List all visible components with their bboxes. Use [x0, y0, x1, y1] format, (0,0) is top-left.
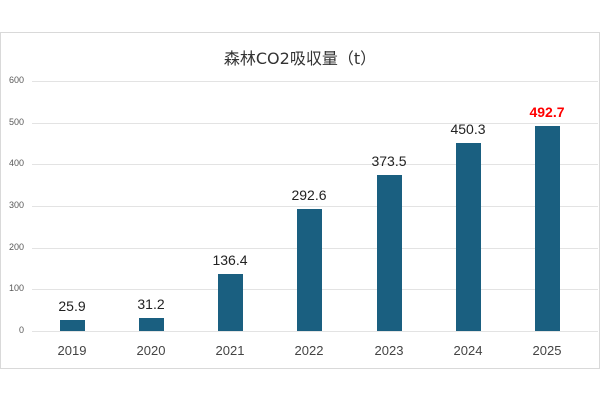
y-tick-label: 100 — [8, 283, 24, 294]
bar — [455, 143, 481, 331]
data-label: 292.6 — [291, 187, 327, 204]
y-tick-label: 200 — [8, 241, 24, 252]
gridline — [32, 206, 598, 207]
x-tick-label: 2025 — [532, 343, 562, 358]
bar — [534, 125, 560, 331]
x-tick-label: 2023 — [374, 343, 404, 358]
bar — [217, 274, 243, 331]
bar — [59, 320, 85, 331]
y-tick-label: 0 — [18, 325, 24, 335]
y-tick-label: 300 — [8, 200, 24, 210]
x-tick-label: 2024 — [453, 343, 483, 358]
bar — [376, 175, 402, 331]
y-tick-label: 500 — [8, 116, 24, 127]
x-tick-label: 2021 — [215, 343, 245, 358]
gridline — [32, 331, 598, 332]
data-label: 450.3 — [450, 121, 486, 138]
data-label: 492.7 — [529, 103, 565, 120]
bar — [138, 318, 164, 331]
gridline — [32, 164, 598, 166]
chart-title: 森林CO2吸収量（t） — [223, 49, 377, 68]
bar — [296, 209, 322, 331]
x-tick-label: 2020 — [136, 343, 166, 358]
data-label: 373.5 — [371, 153, 407, 170]
gridline — [32, 81, 598, 82]
data-label: 136.4 — [212, 252, 248, 269]
y-tick-label: 400 — [8, 158, 24, 169]
x-tick-label: 2022 — [294, 343, 324, 358]
gridline — [32, 122, 598, 124]
data-label: 25.9 — [58, 298, 86, 315]
x-tick-label: 2019 — [57, 343, 87, 358]
data-label: 31.2 — [137, 296, 165, 312]
y-tick-label: 600 — [8, 75, 24, 85]
